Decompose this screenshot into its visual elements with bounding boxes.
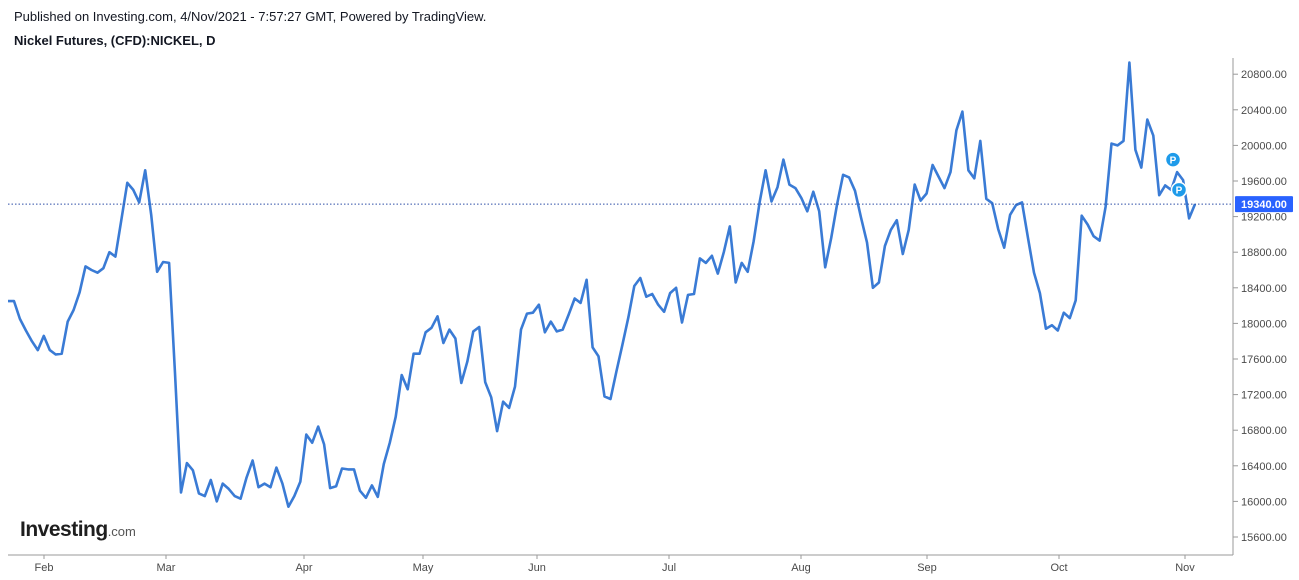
- x-tick-label: Jun: [528, 562, 546, 574]
- y-tick-label: 18800.00: [1241, 247, 1287, 259]
- marker-circle: [1164, 151, 1182, 168]
- marker-label: P: [1170, 155, 1177, 166]
- y-tick-label: 15600.00: [1241, 532, 1287, 544]
- x-tick-label: Oct: [1050, 562, 1067, 574]
- chart-markers: PP: [1164, 151, 1188, 199]
- last-price-tag-bg: [1235, 196, 1293, 213]
- y-tick-label: 16400.00: [1241, 461, 1287, 473]
- marker-label: P: [1176, 186, 1183, 197]
- last-price-tag: 19340.00: [1235, 196, 1293, 213]
- x-tick-label: May: [413, 562, 434, 574]
- y-tick-label: 19200.00: [1241, 212, 1287, 224]
- y-tick-label: 16000.00: [1241, 496, 1287, 508]
- last-price-label: 19340.00: [1241, 199, 1287, 211]
- published-caption: Published on Investing.com, 4/Nov/2021 -…: [14, 9, 487, 24]
- x-tick-label: Nov: [1175, 562, 1195, 574]
- y-tick-label: 20800.00: [1241, 69, 1287, 81]
- price-line: [8, 61, 1197, 508]
- x-tick-label: Apr: [295, 562, 312, 574]
- y-tick-label: 17600.00: [1241, 354, 1287, 366]
- y-tick-label: 20400.00: [1241, 105, 1287, 117]
- x-tick-label: Mar: [157, 562, 176, 574]
- axes: [8, 58, 1234, 556]
- y-tick-label: 18400.00: [1241, 283, 1287, 295]
- y-tick-label: 16800.00: [1241, 425, 1287, 437]
- investing-logo: Investing.com: [20, 518, 136, 542]
- x-tick-label: Aug: [791, 562, 811, 574]
- x-tick-label: Feb: [35, 562, 54, 574]
- x-axis-ticks: Feb Mar Apr May Jun Jul Aug Sep Oct Nov: [35, 555, 1195, 574]
- marker-p[interactable]: P: [1170, 181, 1188, 199]
- y-tick-label: 20000.00: [1241, 140, 1287, 152]
- y-tick-label: 17200.00: [1241, 390, 1287, 402]
- logo-suffix: .com: [107, 524, 136, 539]
- x-tick-label: Sep: [917, 562, 937, 574]
- logo-brand: Investing: [20, 518, 108, 541]
- x-tick-label: Jul: [662, 562, 676, 574]
- y-axis-ticks: 15600.00 16000.00 16400.00 16800.00 17200.00…: [1233, 69, 1287, 544]
- y-tick-label: 19600.00: [1241, 176, 1287, 188]
- symbol-title: Nickel Futures, (CFD):NICKEL, D: [14, 33, 216, 48]
- y-tick-label: 18000.00: [1241, 318, 1287, 330]
- marker-circle: [1170, 181, 1188, 199]
- marker-p[interactable]: P: [1164, 151, 1182, 168]
